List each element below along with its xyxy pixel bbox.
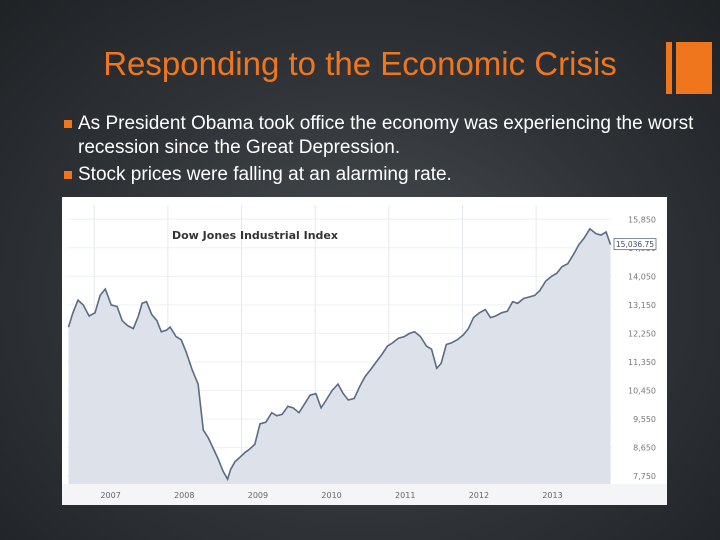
y-tick-label: 7,750 bbox=[633, 472, 656, 481]
bullet-item: Stock prices were falling at an alarming… bbox=[64, 163, 704, 187]
x-tick-label: 2008 bbox=[174, 491, 194, 500]
y-tick-label: 10,450 bbox=[628, 386, 656, 395]
index-area bbox=[68, 228, 611, 484]
chart-title: Dow Jones Industrial Index bbox=[172, 229, 338, 242]
y-tick-label: 15,850 bbox=[628, 215, 656, 224]
accent-bar-thin bbox=[666, 42, 672, 94]
chart-panel: 2007 2008 2009 2010 2011 2012 2013 7,750 8,650 9… bbox=[62, 197, 667, 505]
y-tick-label: 13,150 bbox=[628, 301, 656, 310]
x-tick-label: 2007 bbox=[100, 491, 120, 500]
last-value-label: 15,036.75 bbox=[616, 240, 654, 249]
y-tick-label: 14,050 bbox=[628, 272, 656, 281]
accent-bar-thick bbox=[676, 42, 712, 94]
x-axis-band bbox=[62, 484, 667, 505]
y-tick-label: 9,550 bbox=[633, 415, 656, 424]
slide-title: Responding to the Economic Crisis bbox=[103, 45, 617, 82]
bullet-item: As President Obama took office the econo… bbox=[64, 112, 704, 160]
y-tick-label: 12,250 bbox=[628, 329, 656, 338]
bullet-list: As President Obama took office the econo… bbox=[64, 112, 704, 190]
y-tick-label: 11,350 bbox=[628, 358, 656, 367]
x-tick-label: 2009 bbox=[248, 491, 268, 500]
last-value-box bbox=[613, 238, 657, 251]
x-tick-label: 2010 bbox=[321, 491, 341, 500]
x-tick-label: 2011 bbox=[395, 491, 415, 500]
index-line bbox=[67, 227, 612, 482]
x-tick-label: 2012 bbox=[469, 491, 489, 500]
x-tick-label: 2013 bbox=[542, 491, 562, 500]
y-tick-label: 8,650 bbox=[633, 444, 656, 453]
dow-jones-chart: 2007 2008 2009 2010 2011 2012 2013 7,750 8,650 9… bbox=[62, 205, 667, 505]
